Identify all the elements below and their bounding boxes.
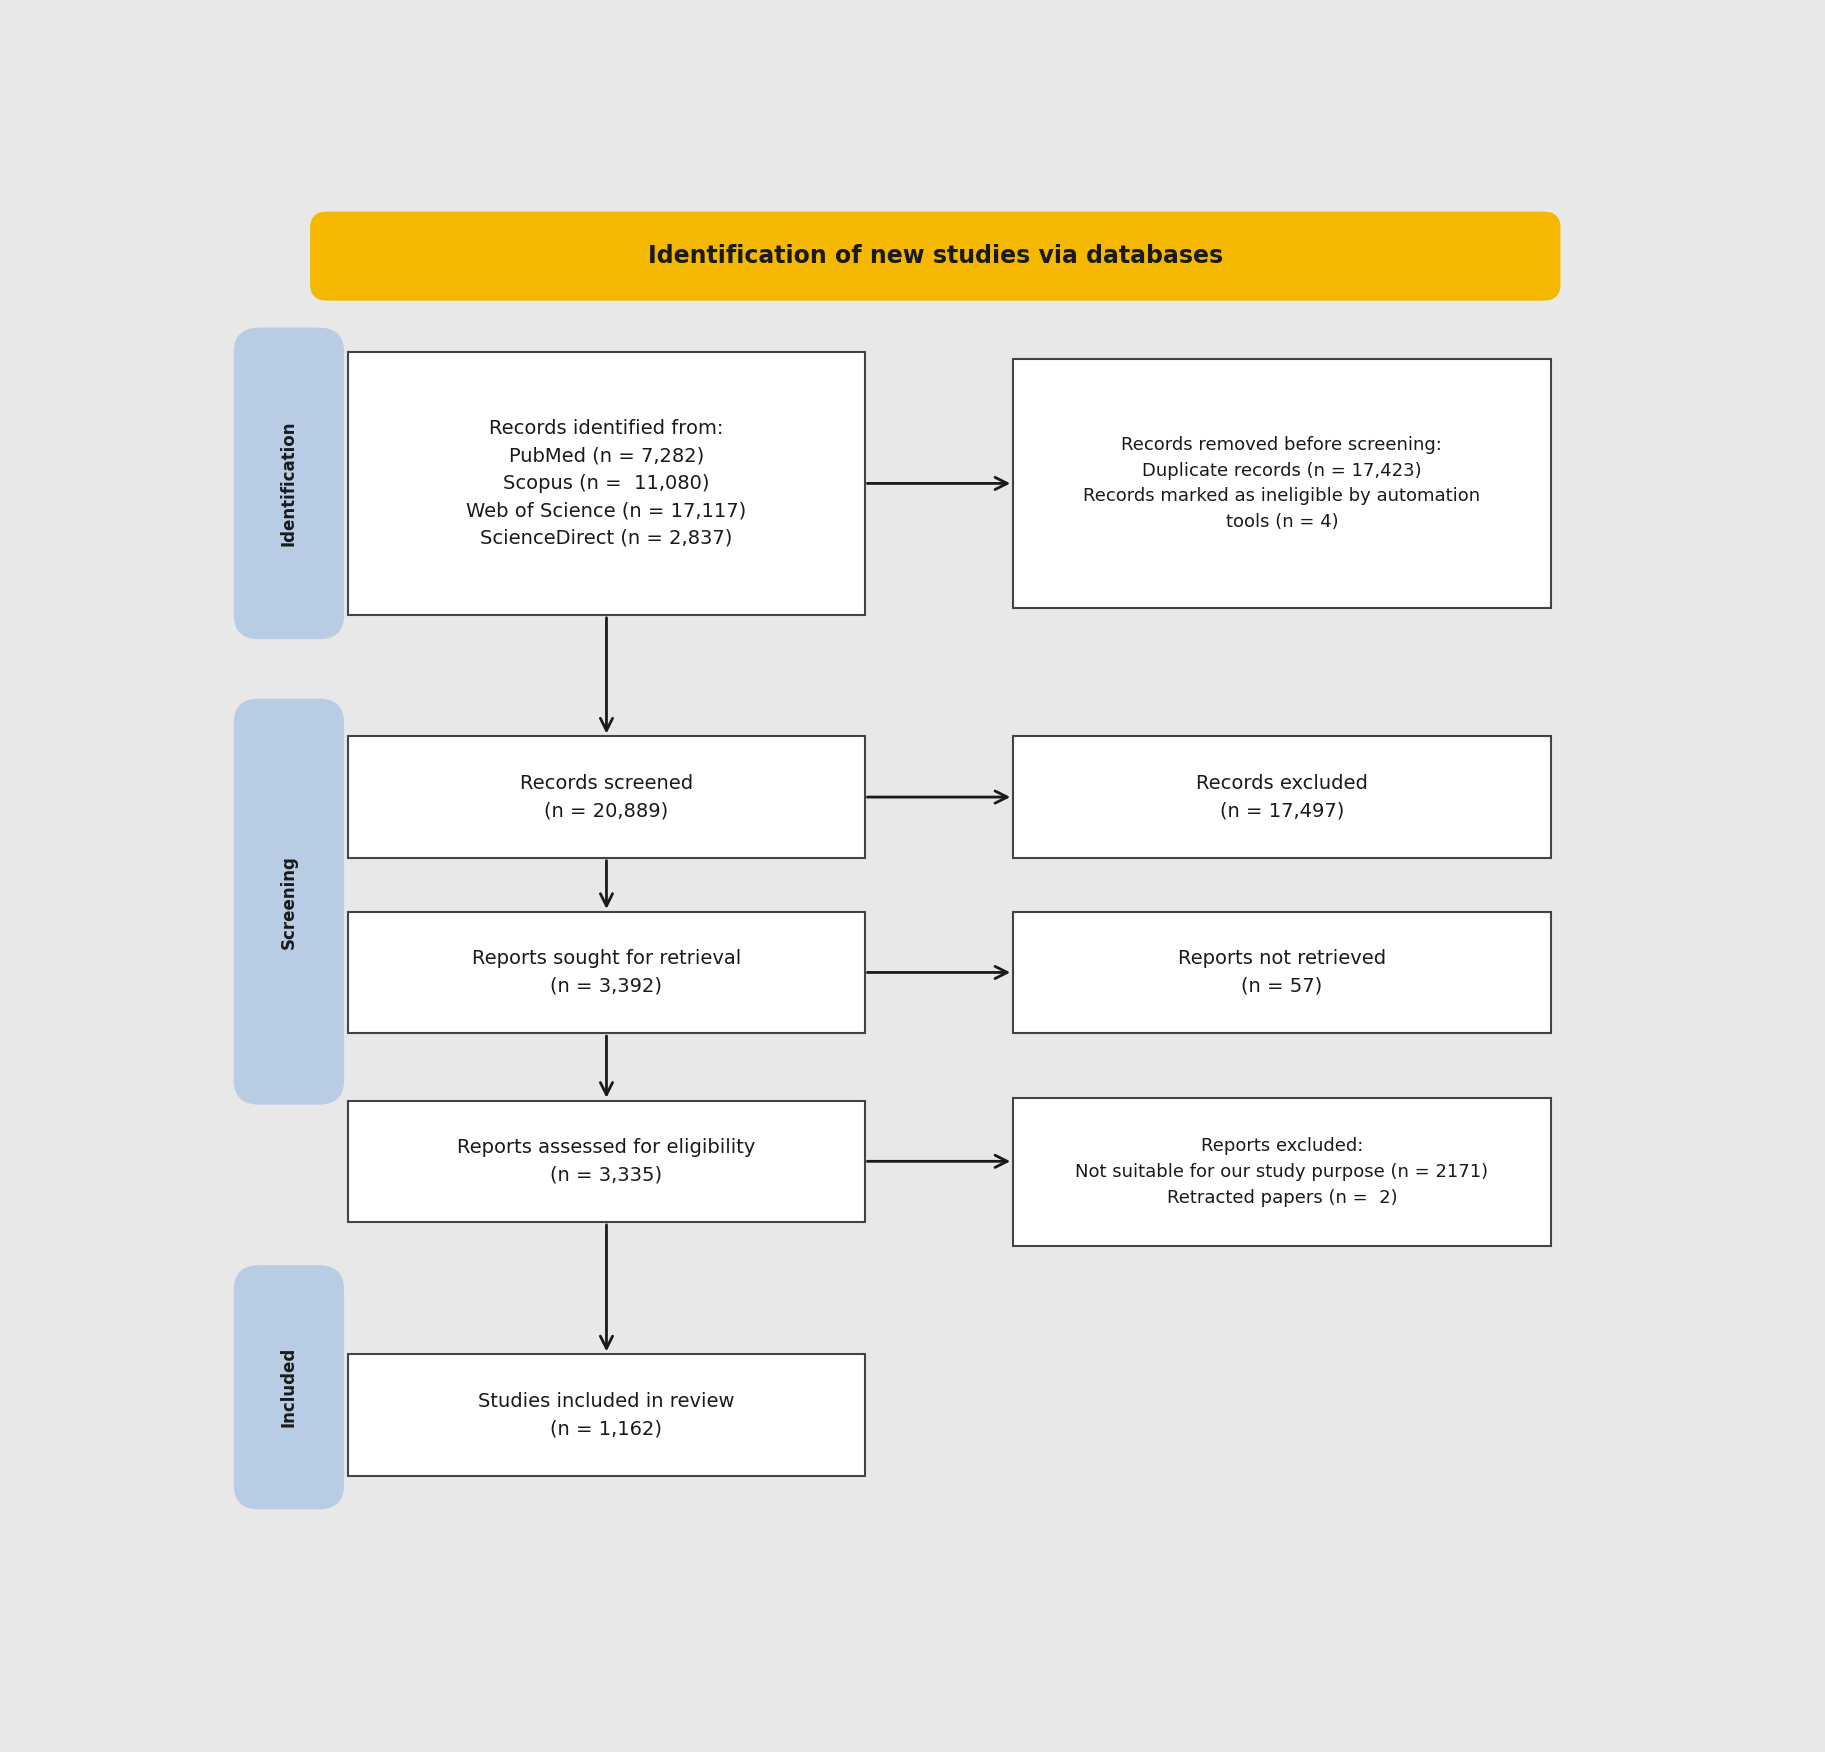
Text: Included: Included [279,1347,297,1428]
Text: Identification of new studies via databases: Identification of new studies via databa… [648,244,1223,268]
Text: Reports assessed for eligibility
(n = 3,335): Reports assessed for eligibility (n = 3,… [458,1139,756,1184]
Text: Screening: Screening [279,855,297,948]
FancyBboxPatch shape [310,212,1560,301]
FancyBboxPatch shape [234,328,345,639]
Text: Studies included in review
(n = 1,162): Studies included in review (n = 1,162) [478,1391,735,1438]
FancyBboxPatch shape [1013,1099,1551,1246]
FancyBboxPatch shape [234,1265,345,1510]
FancyBboxPatch shape [1013,736,1551,858]
Text: Records identified from:
PubMed (n = 7,282)
Scopus (n =  11,080)
Web of Science : Records identified from: PubMed (n = 7,2… [467,419,746,547]
FancyBboxPatch shape [1013,911,1551,1034]
Text: Reports sought for retrieval
(n = 3,392): Reports sought for retrieval (n = 3,392) [473,950,741,995]
Text: Reports not retrieved
(n = 57): Reports not retrieved (n = 57) [1177,950,1385,995]
Text: Reports excluded:
Not suitable for our study purpose (n = 2171)
Retracted papers: Reports excluded: Not suitable for our s… [1075,1137,1489,1207]
Text: Records excluded
(n = 17,497): Records excluded (n = 17,497) [1195,774,1367,820]
FancyBboxPatch shape [349,736,865,858]
FancyBboxPatch shape [349,1354,865,1475]
Text: Identification: Identification [279,420,297,547]
FancyBboxPatch shape [234,699,345,1106]
FancyBboxPatch shape [349,1100,865,1223]
FancyBboxPatch shape [349,352,865,615]
Text: Records removed before screening:
Duplicate records (n = 17,423)
Records marked : Records removed before screening: Duplic… [1084,436,1480,531]
FancyBboxPatch shape [349,911,865,1034]
FancyBboxPatch shape [1013,359,1551,608]
Text: Records screened
(n = 20,889): Records screened (n = 20,889) [520,774,694,820]
